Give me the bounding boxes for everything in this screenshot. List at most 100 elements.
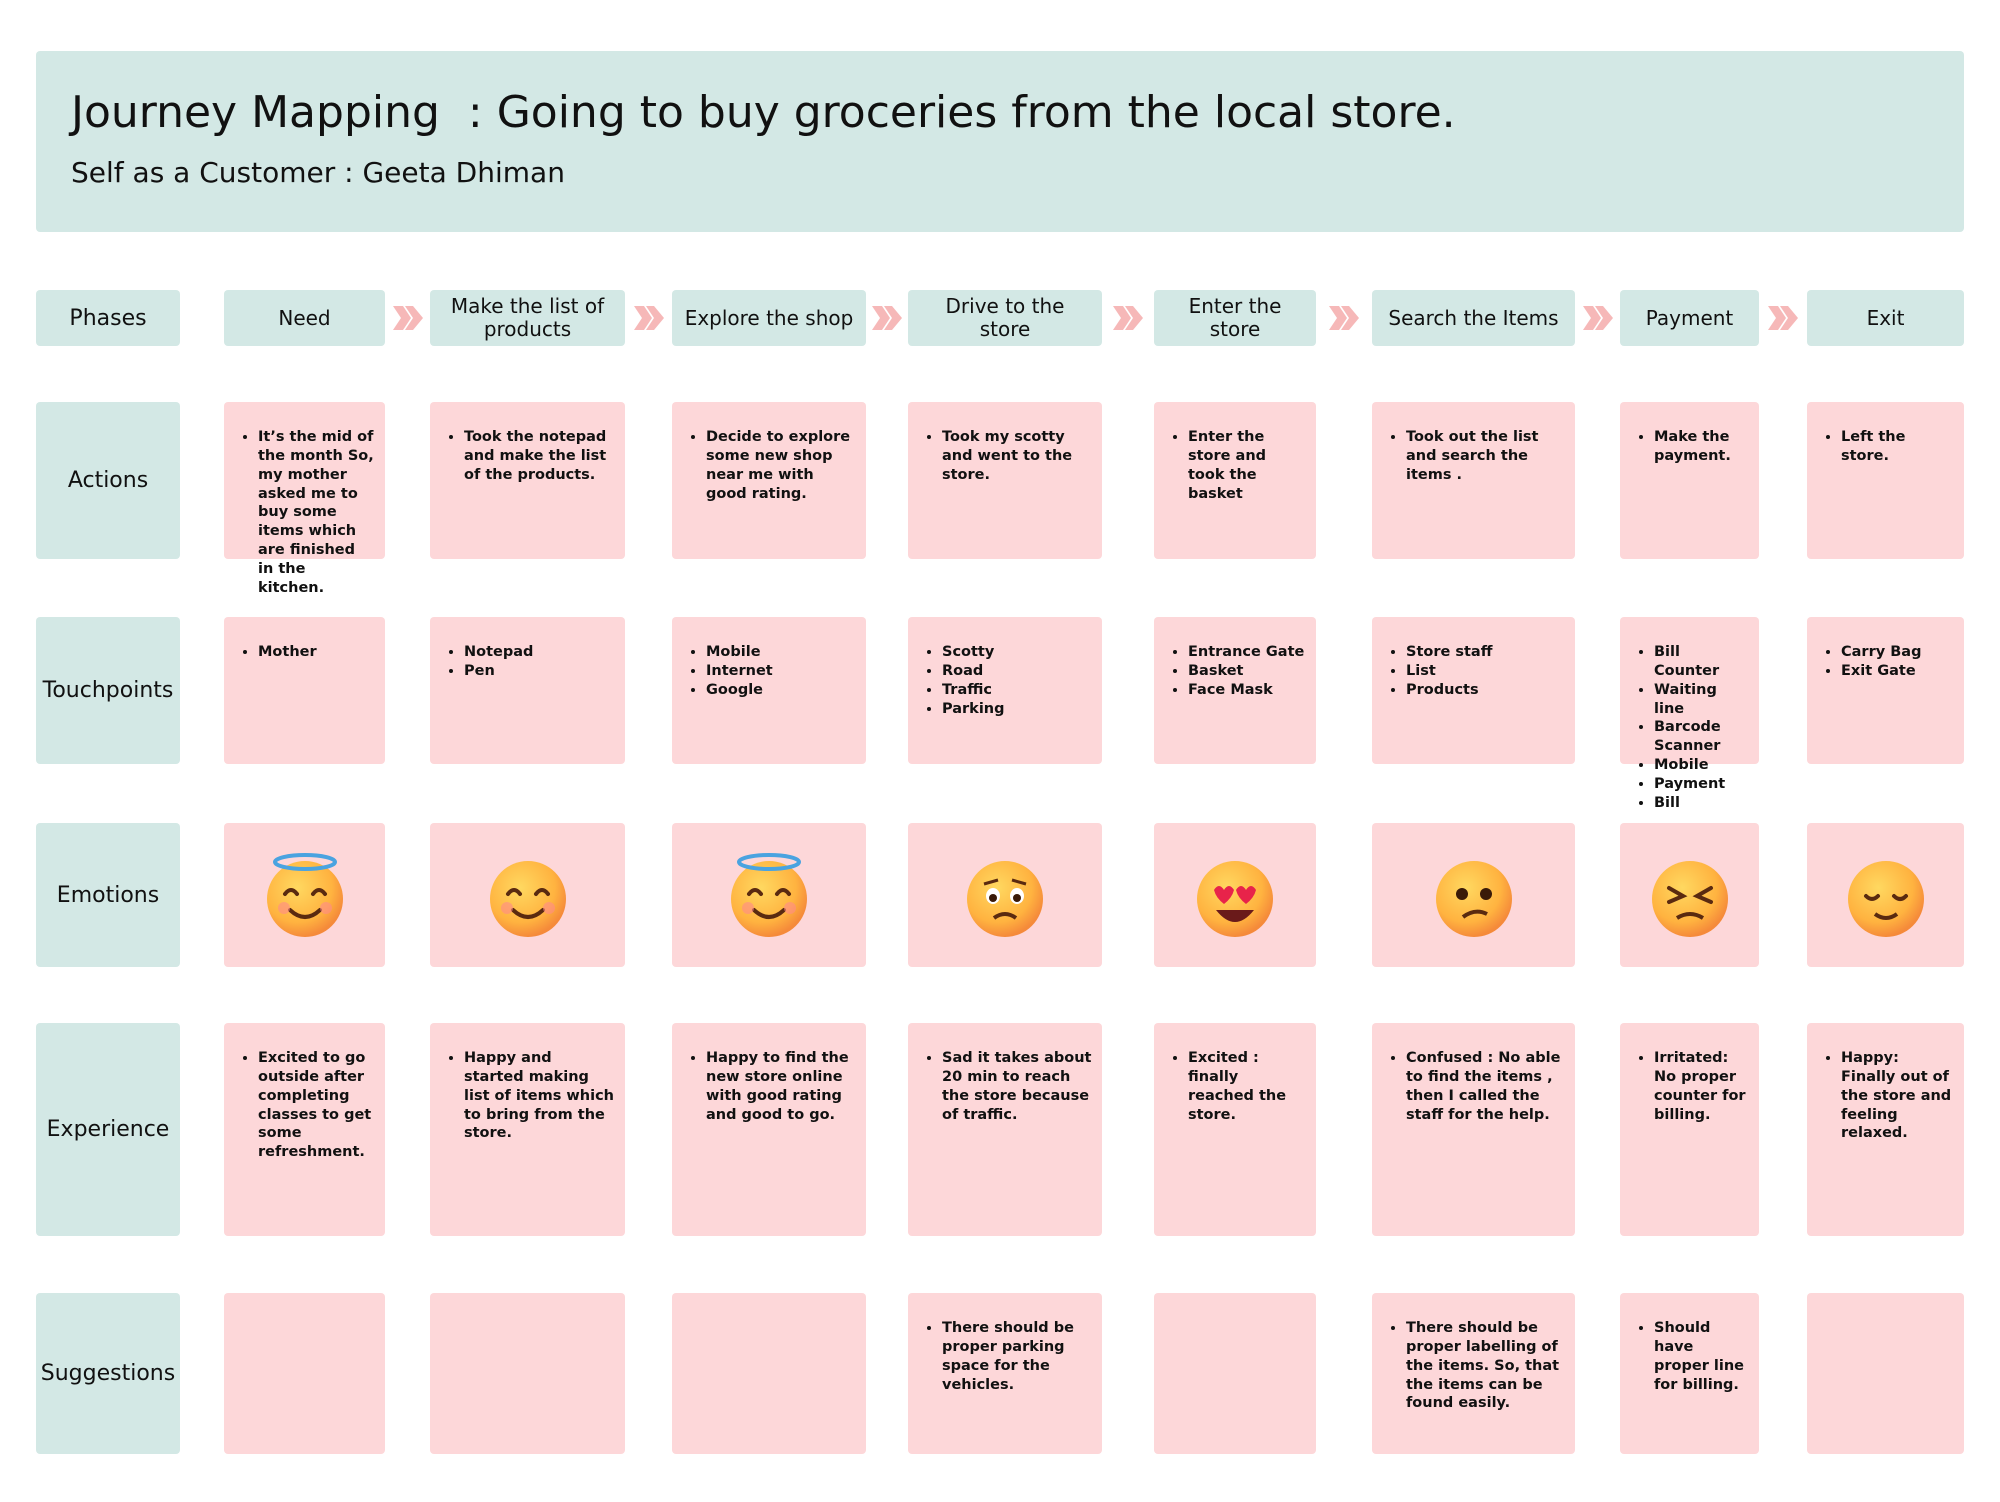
suggestions-card: [1807, 1293, 1964, 1454]
bullet: Make the payment.: [1654, 428, 1749, 466]
bullet: Took out the list and search the items .: [1406, 428, 1565, 485]
bullet-list: ScottyRoadTrafficParking: [908, 617, 1102, 718]
bullet: Internet: [706, 662, 856, 681]
suggestions-card: [224, 1293, 385, 1454]
phase-box: Exit: [1807, 290, 1964, 346]
actions-card: Left the store.: [1807, 402, 1964, 559]
row-label: Phases: [36, 290, 180, 346]
touchpoints-card: NotepadPen: [430, 617, 625, 764]
title: Journey Mapping : Going to buy groceries…: [71, 87, 1456, 138]
suggestions-card: Should have proper line for billing.: [1620, 1293, 1759, 1454]
chevron: [392, 306, 423, 330]
phase-box: Search the Items: [1372, 290, 1575, 346]
bullet: Excited : finally reached the store.: [1188, 1049, 1306, 1124]
actions-card: Took out the list and search the items .: [1372, 402, 1575, 559]
suggestions-card: [672, 1293, 866, 1454]
bullet-list: NotepadPen: [430, 617, 625, 681]
header: Journey Mapping : Going to buy groceries…: [36, 51, 1964, 232]
bullet-list: Took my scotty and went to the store.: [908, 402, 1102, 485]
bullet-list: Excited to go outside after completing c…: [224, 1023, 385, 1162]
bullet: Products: [1406, 681, 1565, 700]
emotion-card: [908, 823, 1102, 967]
chevron: [872, 306, 902, 330]
bullet: Exit Gate: [1841, 662, 1954, 681]
bullet: Decide to explore some new shop near me …: [706, 428, 856, 503]
bullet: There should be proper parking space for…: [942, 1319, 1092, 1394]
bullet-list: Should have proper line for billing.: [1620, 1293, 1759, 1394]
bullet-list: Confused : No able to find the items , t…: [1372, 1023, 1575, 1124]
touchpoints-card: Bill CounterWaiting lineBarcode ScannerM…: [1620, 617, 1759, 811]
bullet-list: Store staffListProducts: [1372, 617, 1575, 700]
bullet-list: Decide to explore some new shop near me …: [672, 402, 866, 503]
experience-card: Confused : No able to find the items , t…: [1372, 1023, 1575, 1236]
bullet-list: Sad it takes about 20 min to reach the s…: [908, 1023, 1102, 1124]
experience-card: Excited to go outside after completing c…: [224, 1023, 385, 1236]
chevron: [1329, 306, 1359, 330]
phase-box: Explore the shop: [672, 290, 866, 346]
chevron: [633, 306, 664, 330]
actions-card: Took my scotty and went to the store.: [908, 402, 1102, 559]
bullet-list: Left the store.: [1807, 402, 1964, 466]
bullet-list: Make the payment.: [1620, 402, 1759, 466]
bullet-list: There should be proper labelling of the …: [1372, 1293, 1575, 1413]
bullet: Enter the store and took the basket: [1188, 428, 1306, 503]
actions-card: Enter the store and took the basket: [1154, 402, 1316, 559]
bullet: Happy to find the new store online with …: [706, 1049, 856, 1124]
suggestions-card: [430, 1293, 625, 1454]
suggestions-card: [1154, 1293, 1316, 1454]
phase-box: Need: [224, 290, 385, 346]
bullet: Excited to go outside after completing c…: [258, 1049, 375, 1162]
phase-box: Make the list of products: [430, 290, 625, 346]
bullet: Road: [942, 662, 1092, 681]
bullet-list: Entrance GateBasketFace Mask: [1154, 617, 1316, 700]
emoji: [266, 853, 343, 937]
bullet: Happy and started making list of items w…: [464, 1049, 615, 1143]
bullet: It’s the mid of the month So, my mother …: [258, 428, 375, 598]
bullet-list: Took out the list and search the items .: [1372, 402, 1575, 485]
actions-card: Make the payment.: [1620, 402, 1759, 559]
bullet: Happy: Finally out of the store and feel…: [1841, 1049, 1954, 1143]
emoji: [967, 861, 1043, 937]
emoji: [1197, 861, 1273, 937]
emoji: [489, 861, 566, 937]
bullet: Left the store.: [1841, 428, 1954, 466]
bullet: Should have proper line for billing.: [1654, 1319, 1749, 1394]
emotion-card: [430, 823, 625, 967]
bullet: Mother: [258, 643, 375, 662]
bullet: Basket: [1188, 662, 1306, 681]
phase-box: Enter the store: [1154, 290, 1316, 346]
bullet: Bill: [1654, 794, 1749, 813]
bullet-list: Happy: Finally out of the store and feel…: [1807, 1023, 1964, 1143]
bullet: There should be proper labelling of the …: [1406, 1319, 1565, 1413]
touchpoints-card: Entrance GateBasketFace Mask: [1154, 617, 1316, 764]
emoji: [1651, 861, 1728, 937]
touchpoints-card: MobileInternetGoogle: [672, 617, 866, 764]
phase-box: Payment: [1620, 290, 1759, 346]
emotion-card: [672, 823, 866, 967]
actions-card: Took the notepad and make the list of th…: [430, 402, 625, 559]
subtitle: Self as a Customer : Geeta Dhiman: [71, 156, 565, 189]
emoji: [1435, 861, 1512, 937]
bullet: Google: [706, 681, 856, 700]
bullet: Traffic: [942, 681, 1092, 700]
experience-card: Happy: Finally out of the store and feel…: [1807, 1023, 1964, 1236]
bullet: Confused : No able to find the items , t…: [1406, 1049, 1565, 1124]
touchpoints-card: Mother: [224, 617, 385, 764]
bullet-list: Happy and started making list of items w…: [430, 1023, 625, 1143]
row-label: Emotions: [36, 823, 180, 967]
bullet-list: Mother: [224, 617, 385, 662]
bullet-list: MobileInternetGoogle: [672, 617, 866, 700]
bullet-list: Took the notepad and make the list of th…: [430, 402, 625, 485]
bullet-list: There should be proper parking space for…: [908, 1293, 1102, 1394]
bullet: Payment: [1654, 775, 1749, 794]
phase-box: Drive to the store: [908, 290, 1102, 346]
bullet: Bill Counter: [1654, 643, 1749, 681]
bullet: Irritated: No proper counter for billing…: [1654, 1049, 1749, 1124]
chevron: [1113, 306, 1143, 330]
actions-card: Decide to explore some new shop near me …: [672, 402, 866, 559]
bullet: Store staff: [1406, 643, 1565, 662]
bullet: Took my scotty and went to the store.: [942, 428, 1092, 485]
bullet: Parking: [942, 700, 1092, 719]
bullet-list: Bill CounterWaiting lineBarcode ScannerM…: [1620, 617, 1759, 813]
bullet: Mobile: [1654, 756, 1749, 775]
